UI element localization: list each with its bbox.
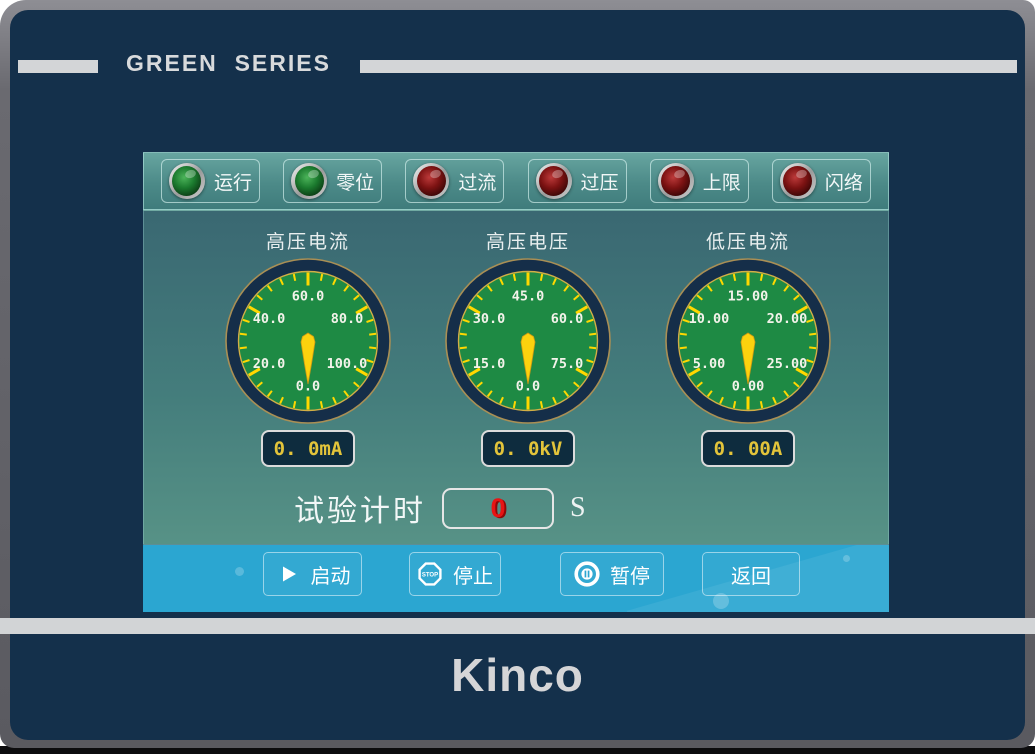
- decorative-dot: [843, 555, 850, 562]
- start-button[interactable]: 启动: [263, 552, 362, 596]
- status-indicator-5: 上限: [649, 159, 749, 203]
- svg-text:20.00: 20.00: [767, 311, 808, 327]
- button-label: 返回: [731, 565, 771, 588]
- gauge-dial: 0.0 20.0 40.0 60.0 80.0 100.0: [225, 258, 391, 424]
- test-timer-label: 试验计时: [294, 495, 426, 528]
- led-icon: [779, 163, 816, 199]
- test-timer-row: 试验计时 0 S: [294, 487, 586, 529]
- return-button[interactable]: 返回: [702, 552, 800, 596]
- status-indicator-3: 过流: [405, 159, 505, 203]
- gauge-readout: 0. 0mA: [261, 430, 355, 467]
- svg-text:0.00: 0.00: [732, 379, 765, 395]
- status-indicator-label: 运行: [213, 172, 252, 194]
- button-label: 启动: [310, 565, 351, 588]
- stop-icon: STOP: [418, 562, 442, 586]
- device-base-strip: [0, 746, 1035, 754]
- button-label: 停止: [453, 565, 493, 588]
- led-icon: [413, 163, 450, 199]
- led-icon: [168, 163, 205, 199]
- header-bar-left: [18, 60, 98, 73]
- gauge-area: 试验计时 0 S 高压电流 0.0 20.0 40.0 60.0 80.0 100.0 0…: [143, 210, 889, 545]
- status-indicator-strip: 运行 零位 过流 过压 上限 闪络: [143, 152, 889, 210]
- svg-text:10.00: 10.00: [689, 311, 730, 327]
- status-indicator-label: 零位: [336, 172, 375, 194]
- status-indicator-label: 过压: [580, 172, 619, 194]
- timer-unit-label: S: [570, 492, 586, 523]
- svg-text:80.0: 80.0: [331, 311, 364, 327]
- led-icon: [535, 163, 572, 199]
- pause-icon: [574, 561, 600, 587]
- gauge-title: 低压电流: [705, 232, 790, 253]
- svg-text:60.0: 60.0: [551, 311, 584, 327]
- gauge-title: 高压电压: [485, 232, 570, 253]
- play-icon: [282, 566, 296, 582]
- svg-text:45.0: 45.0: [512, 289, 545, 305]
- status-indicator-label: 闪络: [824, 172, 863, 194]
- timer-value: 0: [490, 492, 506, 523]
- status-indicator-4: 过压: [527, 159, 627, 203]
- button-label: 暂停: [610, 565, 650, 588]
- gauge-dial: 0.0 15.0 30.0 45.0 60.0 75.0: [445, 258, 611, 424]
- hmi-screen: 运行 零位 过流 过压 上限 闪络 试验计时 0 S 高压电流 0.0 20.0 4…: [143, 152, 889, 612]
- status-indicator-label: 过流: [458, 172, 497, 194]
- svg-text:15.00: 15.00: [728, 289, 769, 305]
- led-icon: [291, 163, 328, 199]
- svg-text:15.0: 15.0: [473, 356, 506, 372]
- svg-text:0.0: 0.0: [516, 379, 540, 395]
- header-bar-right: [360, 60, 1017, 73]
- svg-text:0.0: 0.0: [296, 379, 320, 395]
- gauge-column-2: 高压电压 0.0 15.0 30.0 45.0 60.0 75.0 0. 0kV: [425, 211, 631, 467]
- led-icon: [657, 163, 694, 199]
- status-indicator-6: 闪络: [771, 159, 871, 203]
- svg-text:60.0: 60.0: [292, 289, 325, 305]
- svg-text:100.0: 100.0: [327, 356, 368, 372]
- status-indicator-2: 零位: [283, 159, 383, 203]
- svg-text:40.0: 40.0: [253, 311, 286, 327]
- pause-button[interactable]: 暂停: [560, 552, 664, 596]
- gauge-readout: 0. 00A: [701, 430, 795, 467]
- timer-value-box[interactable]: 0: [442, 487, 554, 529]
- gauge-dial: 0.00 5.00 10.00 15.00 20.00 25.00: [665, 258, 831, 424]
- svg-text:30.0: 30.0: [473, 311, 506, 327]
- svg-text:5.00: 5.00: [693, 356, 726, 372]
- gauge-column-3: 低压电流 0.00 5.00 10.00 15.00 20.00 25.00 0. 00A: [645, 211, 851, 467]
- gauge-readout: 0. 0kV: [481, 430, 575, 467]
- stop-button[interactable]: STOP 停止: [409, 552, 501, 596]
- svg-text:75.0: 75.0: [551, 356, 584, 372]
- gauge-title: 高压电流: [265, 232, 350, 253]
- control-button-bar: 启动 STOP 停止 暂停 返回: [143, 545, 889, 612]
- header-title: GREEN SERIES: [126, 50, 331, 76]
- gauge-column-1: 高压电流 0.0 20.0 40.0 60.0 80.0 100.0 0. 0mA: [205, 211, 411, 467]
- bottom-separator-bar: [0, 618, 1035, 634]
- svg-text:25.00: 25.00: [767, 356, 808, 372]
- status-indicator-1: 运行: [161, 159, 260, 203]
- svg-text:20.0: 20.0: [253, 356, 286, 372]
- brand-logo: Kinco: [451, 649, 584, 701]
- status-indicator-label: 上限: [702, 172, 741, 194]
- decorative-dot: [713, 593, 729, 609]
- svg-text:STOP: STOP: [422, 572, 438, 578]
- decorative-dot: [235, 567, 244, 576]
